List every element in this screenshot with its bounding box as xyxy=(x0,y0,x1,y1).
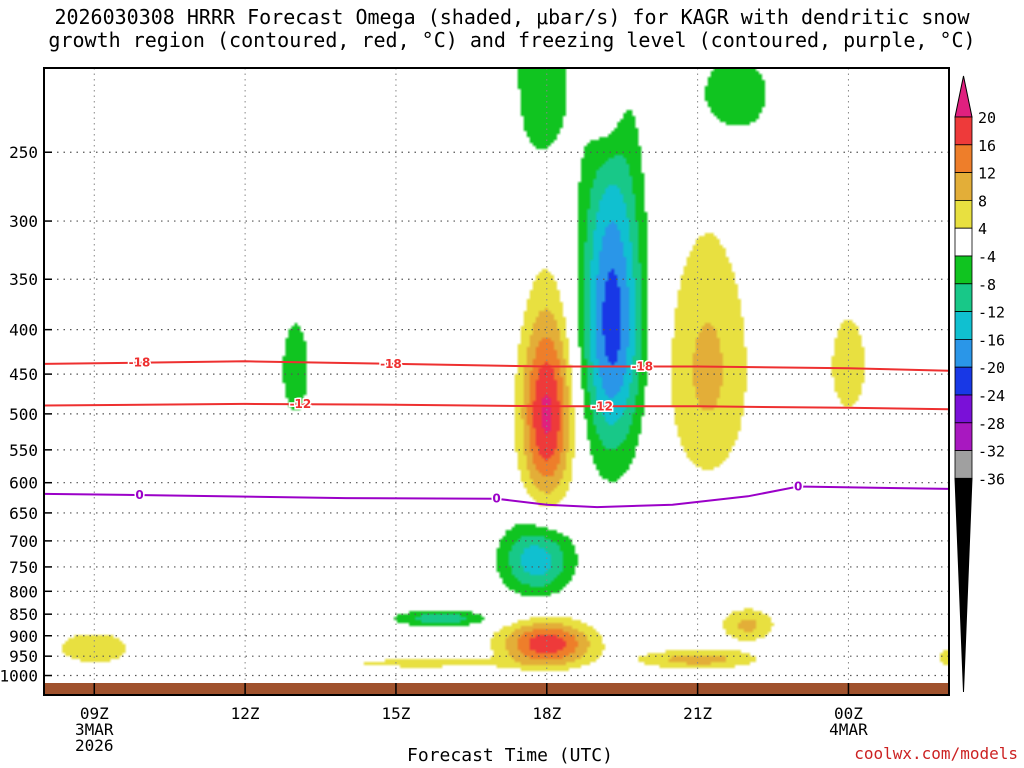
x-axis-label: Forecast Time (UTC) xyxy=(407,745,613,766)
y-tick-label: 800 xyxy=(9,582,38,601)
colorbar-label: -36 xyxy=(978,470,1005,488)
colorbar-swatch xyxy=(954,394,973,424)
contour-label: 0 xyxy=(794,479,802,493)
colorbar-swatch xyxy=(954,144,973,174)
colorbar-swatch xyxy=(954,199,973,229)
colorbar-label: -16 xyxy=(978,331,1005,349)
contour-label: -12 xyxy=(290,397,312,411)
colorbar-label: -8 xyxy=(978,276,996,294)
colorbar-label: -24 xyxy=(978,387,1005,405)
y-tick-label: 700 xyxy=(9,532,38,551)
contour-label: -12 xyxy=(591,399,613,413)
ground-band xyxy=(44,683,949,695)
colorbar-swatch xyxy=(954,450,973,479)
contour-labels: -18 -18 -18 -12 -12 0 0 0 xyxy=(127,354,804,507)
colorbar-swatch xyxy=(954,311,973,340)
x-tick-label: 12Z xyxy=(231,704,260,723)
x-tick-label: 15Z xyxy=(381,704,410,723)
colorbar-label: -20 xyxy=(978,359,1005,377)
y-tick-label: 350 xyxy=(9,270,38,289)
colorbar-label: -28 xyxy=(978,415,1005,433)
contour-label: -18 xyxy=(631,359,653,373)
colorbar-swatch xyxy=(954,477,973,693)
dgz-minus-12-contour xyxy=(44,402,949,411)
x-tick-label: 3MAR xyxy=(75,720,114,739)
colorbar-label: -12 xyxy=(978,304,1005,322)
colorbar-label: -4 xyxy=(978,248,996,266)
x-tick-label: 21Z xyxy=(683,704,712,723)
colorbar-swatch xyxy=(954,172,973,201)
colorbar-swatch xyxy=(954,75,973,118)
y-tick-label: 650 xyxy=(9,504,38,523)
y-tick-label: 950 xyxy=(9,647,38,666)
y-tick-label: 600 xyxy=(9,474,38,493)
pressure-axis: 250 300 350 400 450 500 550 600 650 700 750 800 850 9… xyxy=(0,143,52,686)
omega-shading xyxy=(44,68,949,683)
y-tick-label: 850 xyxy=(9,605,38,624)
colorbar-swatch xyxy=(954,116,973,146)
contour-label: -18 xyxy=(380,357,402,371)
x-tick-label: 4MAR xyxy=(829,720,868,739)
y-tick-label: 750 xyxy=(9,558,38,577)
colorbar-swatch xyxy=(954,338,973,368)
gridlines xyxy=(44,68,949,683)
colorbar-swatch xyxy=(954,227,973,257)
contour-label: 0 xyxy=(135,488,143,502)
colorbar-label: 8 xyxy=(978,192,987,210)
dgz-minus-18-contour xyxy=(44,360,949,372)
chart-title: 2026030308 HRRR Forecast Omega (shaded, … xyxy=(0,6,1024,52)
title-line-2: growth region (contoured, red, °C) and f… xyxy=(48,28,976,52)
omega-colorbar: 20 16 12 8 4 -4 -8 -12 -16 -20 -24 -28 -32 -36 xyxy=(954,75,1005,693)
temperature-contours xyxy=(44,360,949,509)
colorbar-swatch xyxy=(954,255,973,285)
y-tick-label: 450 xyxy=(9,365,38,384)
freezing-level-contour xyxy=(44,485,949,509)
y-tick-label: 500 xyxy=(9,405,38,424)
y-tick-label: 1000 xyxy=(0,667,38,686)
credit-link[interactable]: coolwx.com/models xyxy=(854,744,1018,763)
colorbar-swatch xyxy=(954,422,973,451)
colorbar-swatch xyxy=(954,366,973,396)
plot-frame xyxy=(43,67,950,696)
y-tick-label: 250 xyxy=(9,143,38,162)
colorbar-swatch xyxy=(954,283,973,312)
contour-label: 0 xyxy=(492,492,500,506)
y-tick-label: 400 xyxy=(9,321,38,340)
x-tick-label: 18Z xyxy=(532,704,561,723)
x-tick-label: 2026 xyxy=(75,736,114,755)
y-tick-label: 550 xyxy=(9,441,38,460)
colorbar-label: 20 xyxy=(978,109,996,127)
colorbar-label: 16 xyxy=(978,137,996,155)
x-tick-label: 09Z xyxy=(80,704,109,723)
y-tick-label: 300 xyxy=(9,212,38,231)
title-line-1: 2026030308 HRRR Forecast Omega (shaded, … xyxy=(54,5,970,29)
y-tick-label: 900 xyxy=(9,627,38,646)
colorbar-label: 12 xyxy=(978,165,996,183)
contour-label: -18 xyxy=(129,356,151,370)
colorbar-label: -32 xyxy=(978,443,1005,461)
x-tick-label: 00Z xyxy=(834,704,863,723)
colorbar-label: 4 xyxy=(978,220,987,238)
